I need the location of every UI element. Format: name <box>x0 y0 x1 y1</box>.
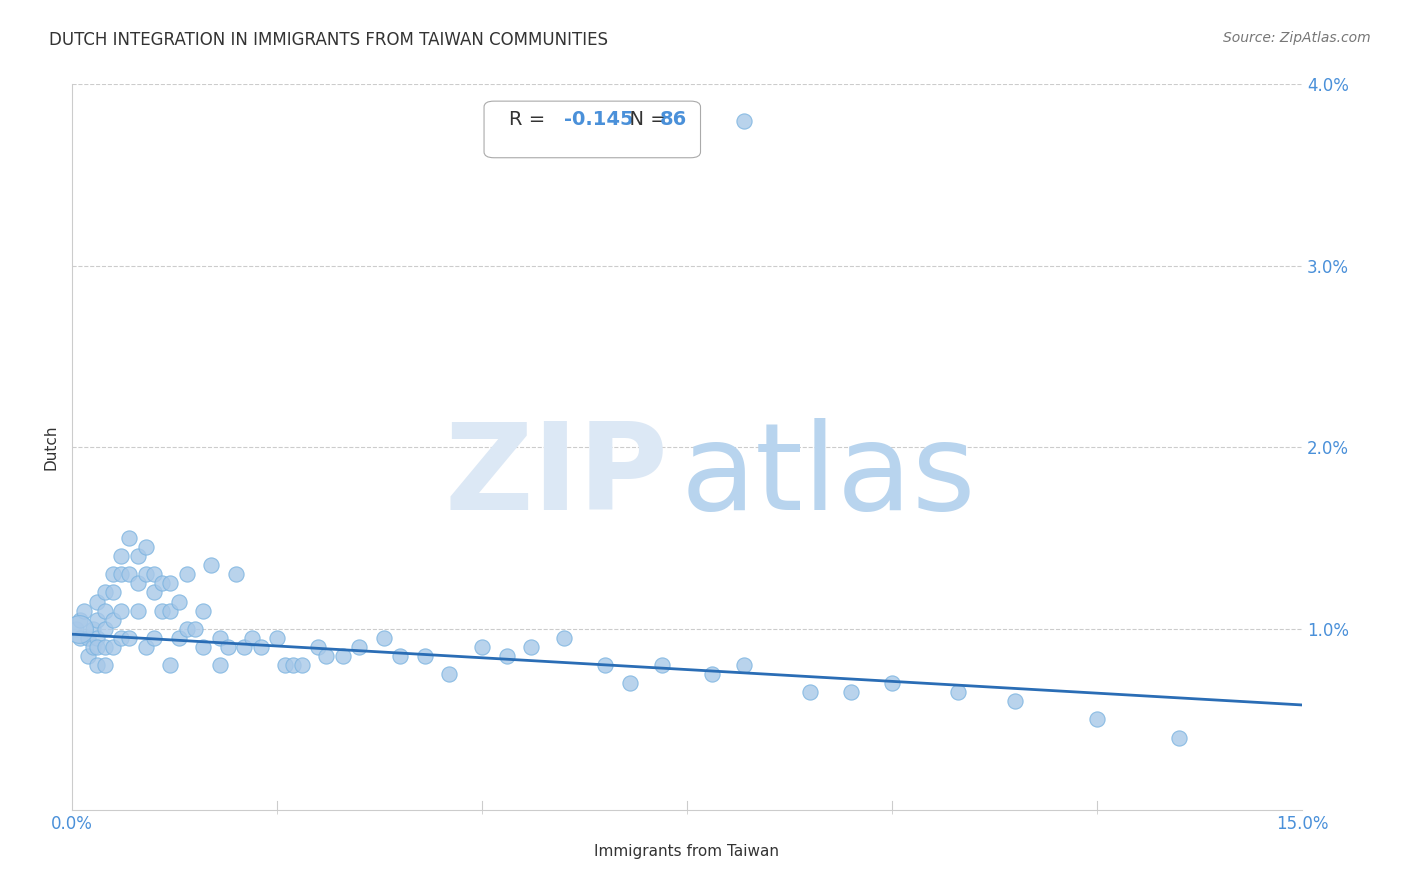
Point <box>520 640 543 654</box>
Point <box>553 631 575 645</box>
Point <box>471 640 494 654</box>
Point <box>193 640 215 654</box>
Point <box>1085 713 1108 727</box>
Point <box>176 567 198 582</box>
Point <box>700 667 723 681</box>
Point <box>283 658 305 673</box>
Point <box>413 648 436 663</box>
Point <box>651 658 673 673</box>
Point <box>94 585 117 599</box>
Point <box>946 685 969 699</box>
Point <box>159 658 181 673</box>
Point <box>143 631 166 645</box>
Point <box>388 648 411 663</box>
Point <box>159 604 181 618</box>
Point <box>94 640 117 654</box>
Point <box>733 658 755 673</box>
Point <box>94 604 117 618</box>
Point <box>86 658 108 673</box>
Point <box>150 604 173 618</box>
Point <box>86 640 108 654</box>
Point <box>69 613 91 627</box>
Text: atlas: atlas <box>681 417 976 535</box>
Point <box>495 648 517 663</box>
Point <box>200 558 222 573</box>
Point <box>110 604 132 618</box>
Point <box>249 640 271 654</box>
Point <box>332 648 354 663</box>
Point <box>1168 731 1191 745</box>
Point <box>176 622 198 636</box>
Point <box>127 576 149 591</box>
Point <box>101 613 124 627</box>
Point <box>266 631 288 645</box>
Text: N =: N = <box>617 110 673 128</box>
Point <box>86 631 108 645</box>
Point <box>233 640 256 654</box>
Point <box>135 567 157 582</box>
Point <box>347 640 370 654</box>
Point <box>94 658 117 673</box>
Point <box>101 585 124 599</box>
Point <box>110 549 132 564</box>
Point <box>118 531 141 545</box>
Point <box>77 648 100 663</box>
Point <box>135 640 157 654</box>
Point <box>437 667 460 681</box>
Y-axis label: Dutch: Dutch <box>44 425 58 470</box>
Point <box>82 622 104 636</box>
Point <box>110 631 132 645</box>
Point <box>127 549 149 564</box>
Text: DUTCH INTEGRATION IN IMMIGRANTS FROM TAIWAN COMMUNITIES: DUTCH INTEGRATION IN IMMIGRANTS FROM TAI… <box>49 31 609 49</box>
Text: ZIP: ZIP <box>444 417 668 535</box>
Point <box>373 631 395 645</box>
Point <box>143 585 166 599</box>
FancyBboxPatch shape <box>484 101 700 158</box>
Text: R =: R = <box>509 110 551 128</box>
Point <box>118 567 141 582</box>
Point <box>82 640 104 654</box>
Point <box>73 604 96 618</box>
Point <box>118 631 141 645</box>
Point <box>184 622 207 636</box>
Point <box>799 685 821 699</box>
Point <box>225 567 247 582</box>
Point <box>143 567 166 582</box>
Point <box>315 648 337 663</box>
Point <box>101 640 124 654</box>
Point <box>242 631 264 645</box>
Text: -0.145: -0.145 <box>564 110 634 128</box>
X-axis label: Immigrants from Taiwan: Immigrants from Taiwan <box>595 844 779 859</box>
Point <box>101 567 124 582</box>
Point <box>208 658 231 673</box>
Point <box>77 631 100 645</box>
Point <box>127 604 149 618</box>
Point <box>274 658 297 673</box>
Point <box>1004 694 1026 708</box>
Point <box>135 540 157 554</box>
Point <box>86 613 108 627</box>
Point <box>167 631 190 645</box>
Point <box>65 622 87 636</box>
Point <box>150 576 173 591</box>
Point <box>94 622 117 636</box>
Point <box>167 594 190 608</box>
Point <box>839 685 862 699</box>
Point <box>733 113 755 128</box>
Point <box>67 622 90 636</box>
Point <box>217 640 239 654</box>
Text: Source: ZipAtlas.com: Source: ZipAtlas.com <box>1223 31 1371 45</box>
Point <box>159 576 181 591</box>
Point <box>86 594 108 608</box>
Point <box>193 604 215 618</box>
Point <box>619 676 641 690</box>
Point <box>307 640 329 654</box>
Point <box>208 631 231 645</box>
Point <box>291 658 314 673</box>
Point <box>880 676 903 690</box>
Text: 86: 86 <box>659 110 688 128</box>
Point <box>110 567 132 582</box>
Point <box>69 631 91 645</box>
Point <box>593 658 616 673</box>
